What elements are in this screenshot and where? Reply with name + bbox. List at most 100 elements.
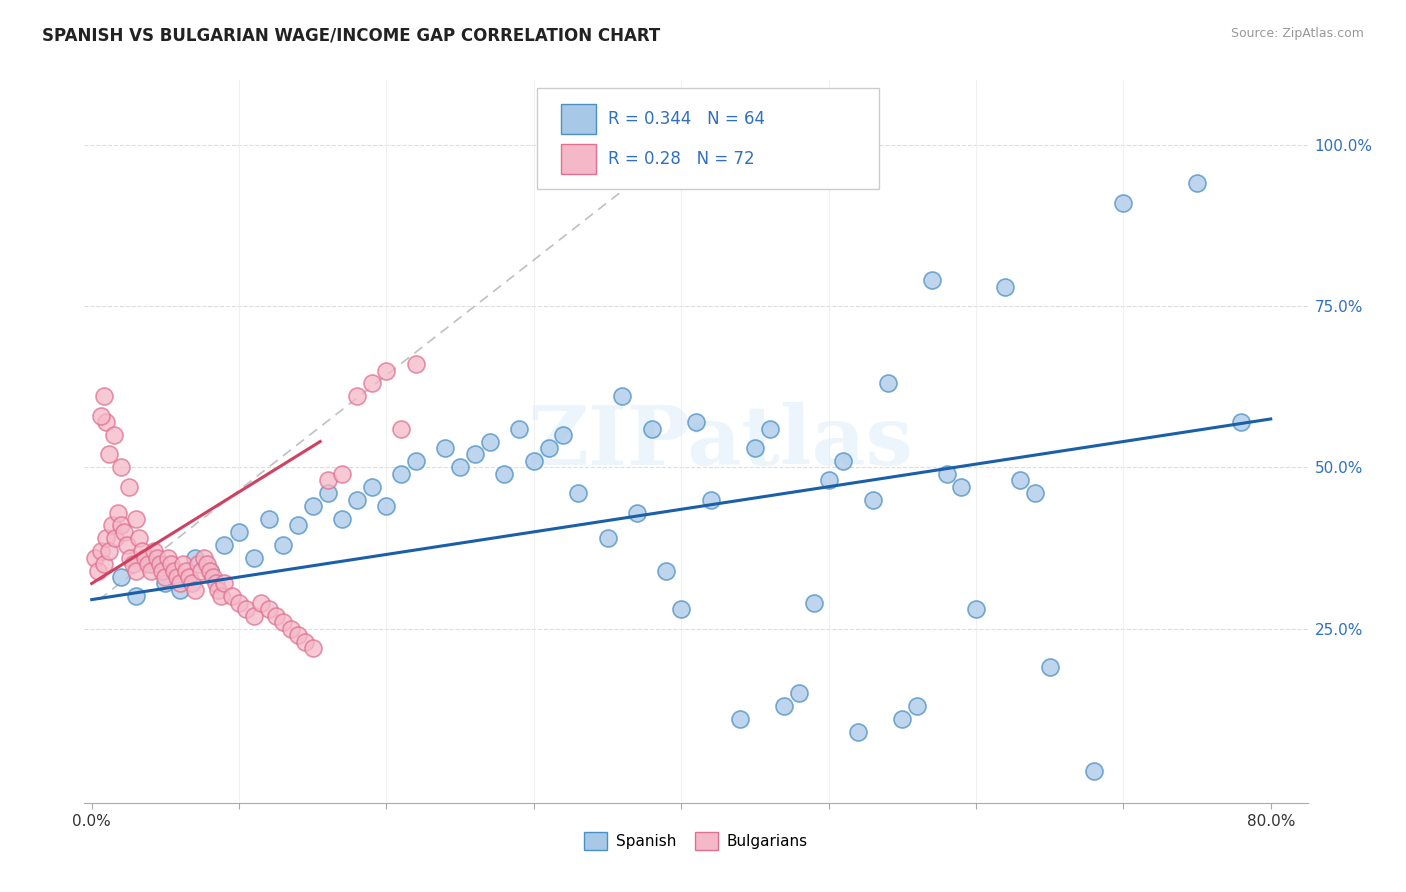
Point (93, 389, 115, 403)
Point (198, 564, 221, 578)
Point (250, 596, 273, 610)
Point (464, 447, 486, 461)
Point (201, 570, 224, 584)
Point (478, 434, 501, 449)
Point (905, 699, 928, 714)
Point (1010, 473, 1032, 487)
Point (346, 492, 368, 507)
Point (671, 602, 693, 616)
Point (235, 602, 257, 616)
Point (90, 409, 112, 423)
Point (96, 415, 118, 429)
Point (98, 447, 121, 461)
Point (214, 576, 236, 591)
Point (96, 531, 118, 545)
Point (1083, 764, 1105, 778)
Point (104, 531, 127, 545)
Point (685, 415, 707, 429)
Point (803, 596, 825, 610)
Text: R = 0.28   N = 72: R = 0.28 N = 72 (607, 150, 755, 168)
FancyBboxPatch shape (537, 87, 880, 189)
Point (280, 622, 302, 636)
Point (1230, 415, 1253, 429)
Point (1039, 660, 1062, 674)
Point (169, 582, 191, 597)
Point (655, 564, 678, 578)
Point (330, 467, 353, 481)
Point (935, 467, 957, 481)
Point (163, 564, 186, 578)
Point (122, 557, 145, 571)
Point (134, 550, 156, 565)
Point (125, 590, 148, 604)
Point (86, 564, 108, 578)
Point (316, 486, 339, 500)
Point (389, 467, 412, 481)
Point (112, 524, 135, 539)
Point (187, 557, 209, 571)
Point (117, 480, 139, 494)
Point (110, 460, 132, 475)
Bar (561, 144, 596, 174)
Point (193, 550, 215, 565)
Bar (561, 104, 596, 135)
Point (434, 441, 457, 455)
Point (160, 557, 183, 571)
Point (596, 531, 619, 545)
Point (273, 615, 295, 630)
Point (198, 564, 221, 578)
Point (1185, 177, 1208, 191)
Point (273, 538, 295, 552)
Point (787, 686, 810, 700)
Point (921, 273, 943, 287)
Point (360, 480, 382, 494)
Point (136, 557, 159, 571)
Point (125, 512, 148, 526)
Point (110, 570, 132, 584)
Text: ZIPatlas: ZIPatlas (527, 401, 912, 482)
Point (257, 512, 280, 526)
Point (243, 550, 266, 565)
Point (994, 279, 1017, 293)
Point (103, 428, 125, 442)
Point (115, 538, 138, 552)
Point (125, 564, 148, 578)
Point (139, 564, 162, 578)
Point (744, 441, 766, 455)
Point (508, 422, 530, 436)
Point (494, 467, 516, 481)
Point (1024, 486, 1046, 500)
Point (375, 499, 398, 513)
Point (209, 590, 232, 604)
Point (155, 570, 177, 584)
Point (523, 454, 546, 468)
Point (204, 576, 226, 591)
Point (641, 422, 664, 436)
Point (128, 531, 150, 545)
Point (101, 518, 124, 533)
Point (177, 570, 200, 584)
Point (207, 582, 229, 597)
Point (728, 712, 751, 726)
Point (567, 486, 589, 500)
Point (264, 608, 287, 623)
Point (83, 550, 105, 565)
Point (174, 564, 197, 578)
Point (221, 590, 243, 604)
Point (257, 602, 280, 616)
Point (131, 544, 153, 558)
Point (449, 460, 471, 475)
Point (1112, 195, 1135, 210)
Point (243, 608, 266, 623)
Point (950, 480, 973, 494)
Point (832, 454, 855, 468)
Point (301, 640, 323, 655)
Point (152, 564, 174, 578)
Point (612, 389, 634, 403)
Point (195, 557, 218, 571)
Point (773, 699, 796, 714)
Point (405, 357, 427, 371)
Point (228, 596, 250, 610)
Point (166, 570, 188, 584)
Text: Source: ZipAtlas.com: Source: ZipAtlas.com (1230, 27, 1364, 40)
